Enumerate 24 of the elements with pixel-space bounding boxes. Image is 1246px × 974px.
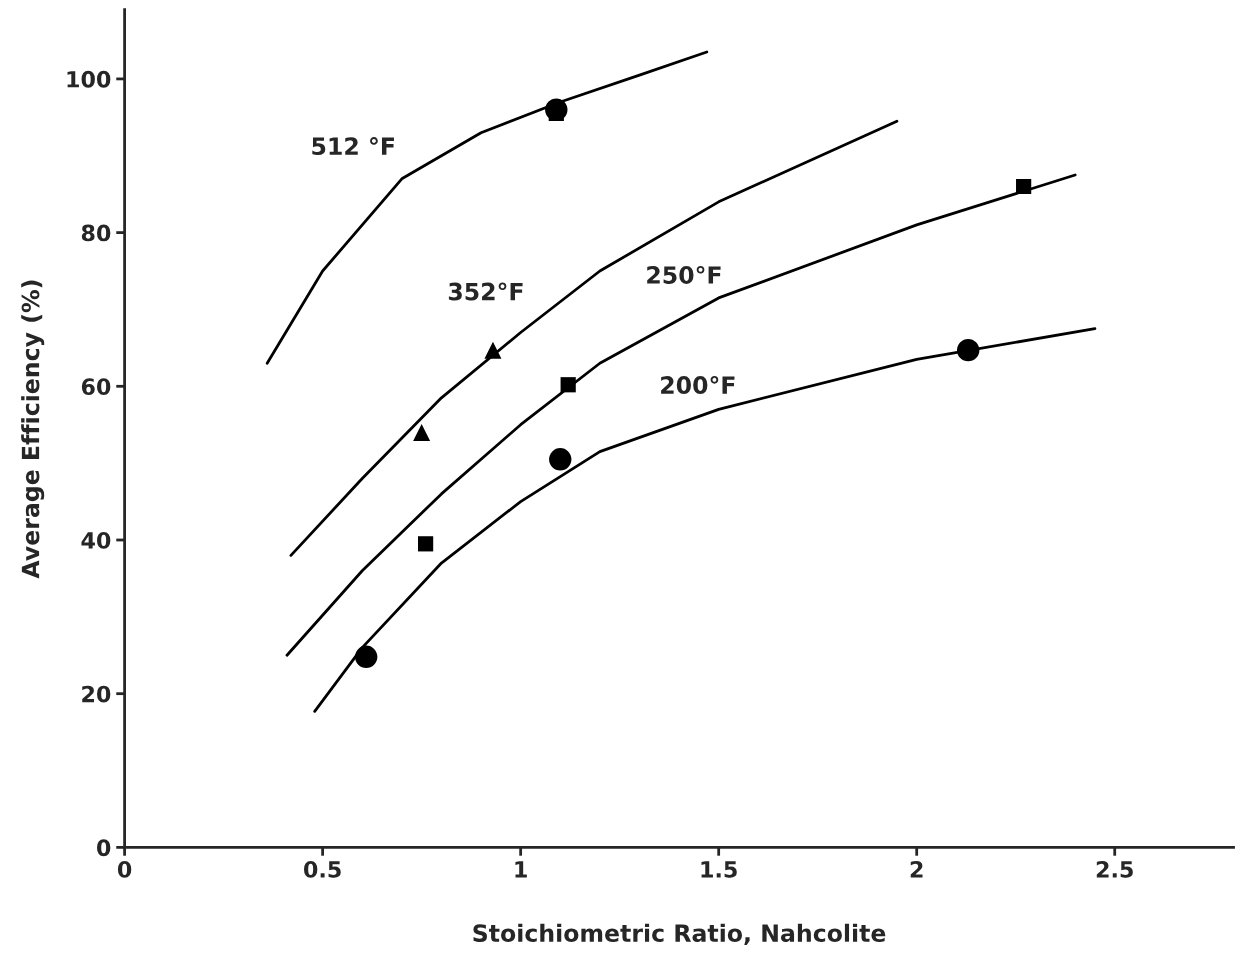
series-label: 200°F xyxy=(661,375,735,394)
line-series xyxy=(285,173,1077,657)
y-tick-label: 20 xyxy=(82,685,111,703)
x-tick-label: 0.5 xyxy=(304,860,341,878)
line-series xyxy=(313,327,1097,713)
line-series xyxy=(289,119,899,557)
x-tick-label: 2 xyxy=(910,860,923,878)
series-label: 352°F xyxy=(448,282,523,301)
y-tick-label: 0 xyxy=(97,839,111,857)
x-tick-label: 1 xyxy=(515,861,527,878)
point xyxy=(549,448,572,471)
y-tick-label: 80 xyxy=(81,224,111,242)
x-axis-title: Stoichiometric Ratio, Nahcolite xyxy=(473,923,886,946)
y-tick-label: 60 xyxy=(81,378,111,396)
point xyxy=(417,536,434,552)
y-tick-label: 100 xyxy=(67,70,111,88)
x-tick-label: 0 xyxy=(117,860,132,878)
y-axis-title: Average Efficiency (%) xyxy=(21,280,45,579)
point xyxy=(413,423,431,441)
y-tick-label: 40 xyxy=(81,531,111,549)
series-label: 512 °F xyxy=(312,137,394,156)
x-tick-label: 2.5 xyxy=(1096,860,1133,878)
series-label: 250°F xyxy=(647,265,721,284)
x-tick-label: 1.5 xyxy=(701,861,737,878)
